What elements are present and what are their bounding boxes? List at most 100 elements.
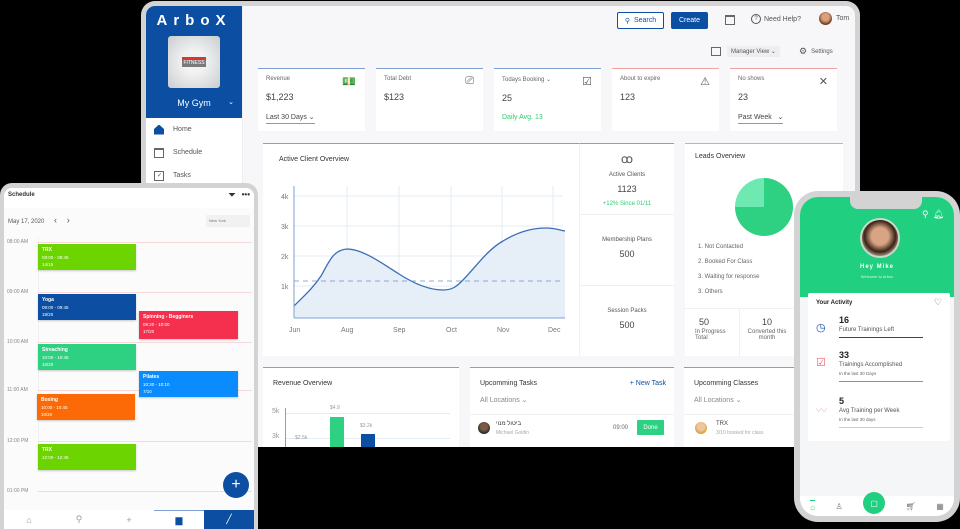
hour-line [38,242,252,243]
event-pilates[interactable]: Pilates 10:30 - 10:10 7/10 [139,371,238,397]
activity-value: 33 [839,350,850,360]
revenue-bar [330,417,344,447]
avatar [695,422,707,434]
search-button[interactable]: ⚲ Search [617,12,664,29]
location-filter[interactable]: All Locations ⌄ [694,397,742,404]
next-day-button[interactable]: › [66,215,70,225]
event-streaching[interactable]: Streaching 10:00 - 10:45 10/20 [38,344,136,370]
stat-value: 50 [699,317,710,327]
svg-text:Dec: Dec [548,327,561,334]
daily-average: Daily Avg. 13 [502,114,543,121]
sidebar-item-home[interactable]: Home [146,118,242,141]
clock-icon: ◷ [816,322,826,334]
y-axis [285,408,286,447]
gym-name: My Gym [177,98,211,108]
search-icon[interactable]: ⚲ [75,514,83,524]
bell-icon[interactable]: 🔔︎ [932,209,948,219]
kpi-value: 123 [620,92,636,102]
user-menu[interactable]: Tom [819,12,849,25]
cart-icon[interactable]: 🛒︎ [905,501,916,511]
sidebar-item-tasks[interactable]: Tasks [146,164,242,187]
revenue-overview-card: Revenue Overview 5k 3k $2.5k $4.9 $3.2k [263,367,459,447]
location-filter[interactable]: All Locations ⌄ [480,397,528,404]
class-name: TRX [716,421,728,427]
settings-button[interactable]: ⚙ Settings [799,46,833,57]
activity-label: Trainings Accomplished [839,362,903,368]
prev-day-button[interactable]: ‹ [54,215,58,225]
calendar-icon[interactable] [725,15,735,25]
hour-label: 11:00 AM [7,387,28,393]
event-time: 10:30 - 10:10 [143,382,170,387]
welcome-text: Welcome to Arbox [860,274,894,279]
calendar-icon[interactable]: ▆ [154,510,204,529]
kpi-label: Revenue [266,76,291,82]
stat-value: 10 [761,317,772,327]
view-label: Manager View [731,49,770,55]
calendar-icon[interactable]: ▢ [863,492,886,514]
grid-icon[interactable]: ▦ [936,501,944,511]
stat-label: Membership Plans [602,237,652,243]
phone-notch [850,197,922,209]
card-title: Upcomming Tasks [480,380,538,387]
desktop-frame: ArboX FITNESS My Gym ⌄ Home Schedule [141,1,860,447]
home-icon[interactable]: ⌂ [810,500,816,512]
gym-selector[interactable]: My Gym ⌄ [146,98,242,108]
profile-header: ⚲🔔︎ Hey Mike Welcome to Arbox [800,197,954,297]
new-task-button[interactable]: + New Task [629,380,666,387]
kpi-value: $123 [384,92,405,102]
class-row[interactable]: TRX 3/10 booked for class [684,414,844,444]
avatar [819,12,832,25]
view-selector[interactable]: Manager View ⌄ [711,46,780,57]
hour-label: 10:00 AM [7,339,29,345]
search-icon[interactable]: ⚲ [921,209,933,219]
profile-icon[interactable]: ♙ [835,501,843,511]
help-icon: ? [751,14,761,24]
done-button[interactable]: Done [637,420,664,435]
sidebar-item-label: Tasks [173,172,191,179]
event-time: 09:00 - 09:45 [42,305,69,310]
search-label: Search [633,17,657,24]
activity-bar [839,427,923,428]
stat-change: +12% Since 01/11 [602,201,652,207]
event-count: 17/20 [143,329,155,334]
card-title: Your Activity [816,300,853,306]
active-clients-chart: 4k 3k 2k 1k Jun Aug Sep Oct Nov Dec [281,186,566,334]
event-yoga[interactable]: Yoga 09:00 - 09:45 18/20 [38,294,136,320]
upcoming-tasks-card: Upcomming Tasks + New Task All Locations… [470,367,674,447]
plus-icon[interactable]: + [126,514,132,525]
kpi-about-to-expire: About to expire 123 ⚠ [612,68,719,131]
hour-line [38,292,252,293]
activity-bar [839,337,923,338]
stat-value: 500 [619,249,635,259]
event-count: 10/20 [41,412,53,417]
client-stats-panel: ꝏ Active Clients 1123 +12% Since 01/11 M… [579,143,674,356]
event-time: 08:00 - 08:45 [42,255,69,260]
event-trx[interactable]: TRX 12:00 - 12:45 [38,444,136,470]
phone-bottom-nav: ⌂ ♙ ▢ 🛒︎ ▦ [800,492,954,516]
period-dropdown[interactable]: Last 30 Days ⌄ [266,113,315,124]
add-event-button[interactable]: + [223,472,249,498]
help-link[interactable]: ? Need Help? [751,14,801,24]
svg-text:3k: 3k [281,224,289,231]
edit-icon[interactable]: ╱ [204,510,254,529]
event-boxing[interactable]: Boxing 10:00 - 10:45 10/20 [37,394,135,420]
filter-icon[interactable]: ⏷ [228,190,236,201]
timezone-select[interactable]: New York [206,215,250,227]
event-name: Spinning - Begginers [143,314,194,320]
event-spinning[interactable]: Spinning - Begginers 09:20 - 10:00 17/20 [139,311,238,339]
svg-text:Aug: Aug [341,327,354,334]
svg-text:2k: 2k [281,254,289,261]
heart-rate-icon: ♡ [933,297,942,307]
kpi-label[interactable]: Todays Booking ⌄ [502,77,552,83]
schedule-header: Schedule ⏷ ••• [4,188,254,208]
user-name: Tom [836,15,850,22]
period-dropdown[interactable]: Past Week ⌄ [738,113,784,124]
create-button[interactable]: Create [671,12,708,29]
more-icon[interactable]: ••• [241,190,250,199]
kpi-label: No shows [738,76,765,82]
sidebar-item-schedule[interactable]: Schedule [146,141,242,164]
legend-item: 3. Waiting for response [698,274,760,280]
event-trx[interactable]: TRX 08:00 - 08:45 14/15 [38,244,136,270]
home-icon[interactable]: ⌂ [26,514,32,525]
